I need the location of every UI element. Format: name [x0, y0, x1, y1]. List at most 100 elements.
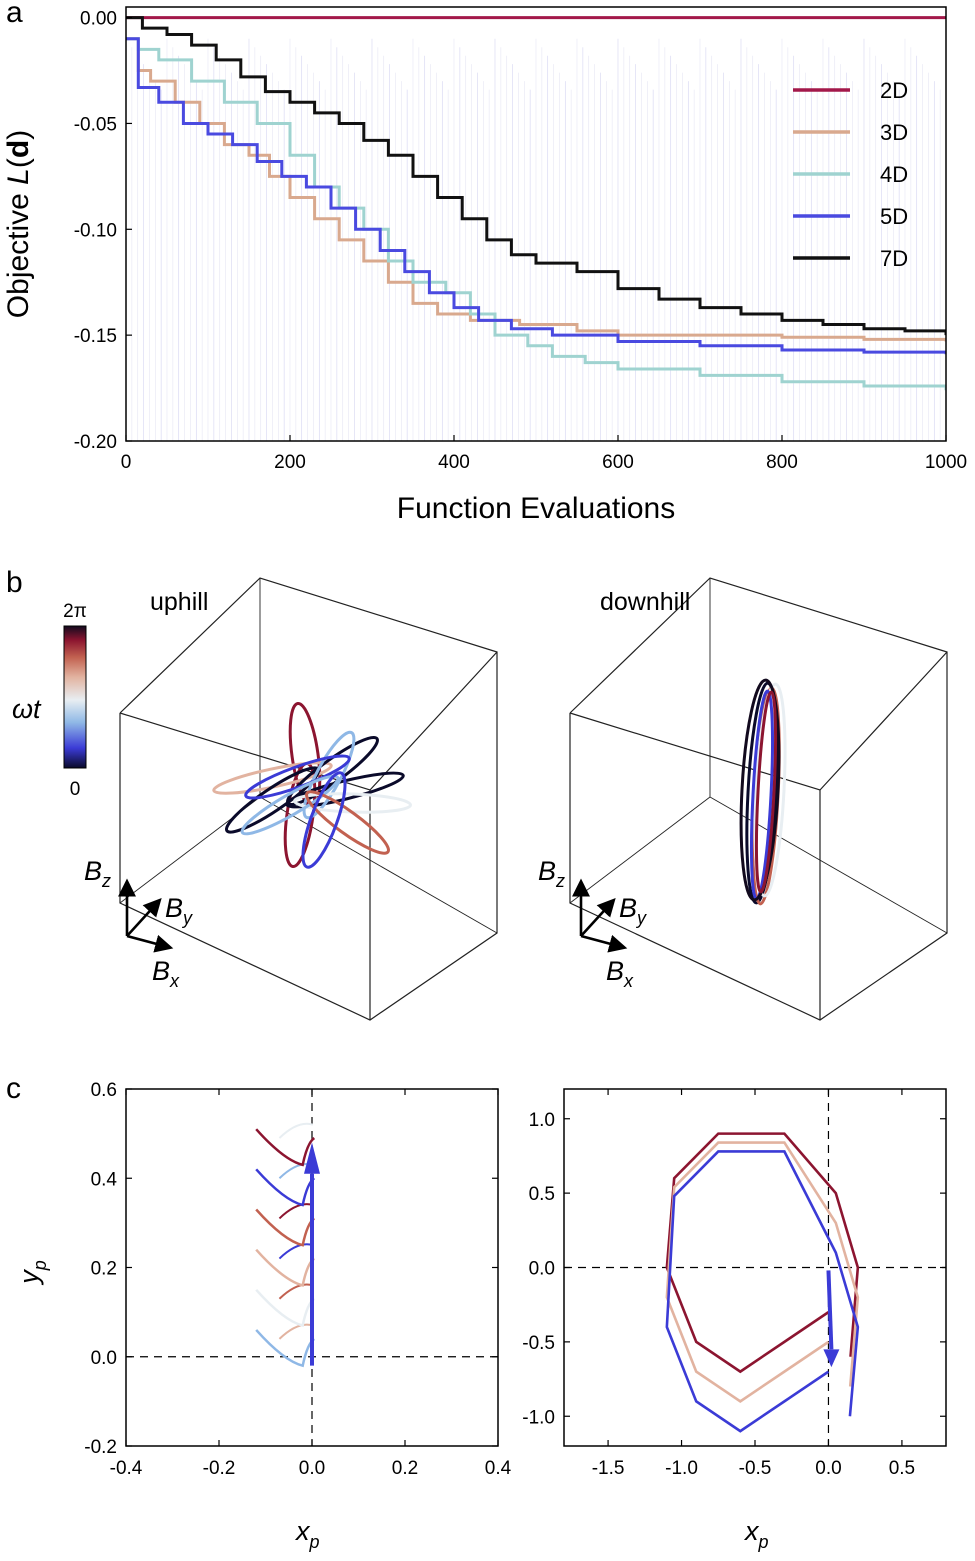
title-uphill: uphill [150, 588, 208, 616]
legend-label-2D: 2D [880, 78, 908, 103]
y-tick-label: 0.0 [529, 1259, 555, 1280]
triad-left-bz: Bz [84, 856, 111, 891]
ticks-c-left: -0.4 -0.2 0.0 0.2 0.4-0.20.00.20.40.6 [84, 1080, 511, 1479]
colorbar-max-label: 2π [63, 601, 87, 622]
y-tick-label: -0.2 [84, 1437, 117, 1458]
trajectory-ring [665, 1141, 860, 1403]
y-label-main: Objective [2, 185, 35, 318]
downhill-loop [739, 678, 781, 902]
title-downhill: downhill [600, 588, 690, 616]
panel-label-a: a [6, 0, 23, 29]
trajectory-cusp [255, 1208, 316, 1247]
y-tick-label: -0.10 [74, 220, 117, 241]
plot-c-right [564, 1089, 946, 1446]
x-tick-label: 200 [274, 452, 306, 473]
y-tick-label: 0.4 [91, 1169, 118, 1190]
trajectory-cusp [255, 1329, 316, 1368]
trajectory-cusp [278, 1283, 314, 1300]
x-axis-label-a: Function Evaluations [397, 492, 676, 525]
y-tick-label: 0.0 [91, 1348, 117, 1369]
x-tick-label: -1.5 [592, 1458, 625, 1479]
downhill-loop [753, 682, 787, 898]
trajectory-cusp [278, 1203, 314, 1220]
series-line-4D [126, 37, 946, 391]
y-tick-label: 0.2 [91, 1259, 117, 1280]
y-axis-label-a: Objective L(d) [2, 130, 35, 318]
uphill-loop [305, 790, 390, 855]
legend-label-7D: 7D [880, 246, 908, 271]
background-traces [126, 38, 941, 441]
x-axis-label-c-right: xp [743, 1516, 769, 1552]
y-tick-label: 0.6 [91, 1080, 117, 1101]
x-tick-label: 0.5 [889, 1458, 915, 1479]
x-tick-label: -0.4 [110, 1458, 143, 1479]
x-tick-label: -0.2 [203, 1458, 236, 1479]
displacement-arrowhead [823, 1349, 840, 1368]
triad-right-bz: Bz [538, 856, 565, 891]
x-tick-label: 600 [602, 452, 634, 473]
x-tick-label: 0.0 [299, 1458, 325, 1479]
y-label-arg: d [2, 140, 35, 158]
displacement-arrow [826, 1270, 834, 1350]
displacement-arrowhead [304, 1142, 320, 1174]
uphill-loop [301, 771, 347, 869]
legend-label-5D: 5D [880, 204, 908, 229]
panel-label-b: b [6, 566, 23, 599]
x-tick-label: 0.4 [485, 1458, 512, 1479]
y-axis-label-c-left: yp [14, 1260, 50, 1286]
trajectory-ring [665, 1150, 860, 1433]
trajectory-ring [665, 1132, 860, 1374]
x-axis-label-c-left: xp [294, 1516, 320, 1552]
x-tick-label: -0.5 [739, 1458, 772, 1479]
trajectory-cusp [255, 1288, 316, 1328]
legend-label-4D: 4D [880, 162, 908, 187]
y-tick-label: -0.05 [74, 114, 117, 135]
colorbar [63, 625, 87, 769]
y-tick-label: -1.0 [522, 1407, 555, 1428]
y-label-open: ( [2, 158, 35, 168]
trajectory-cusp [255, 1248, 316, 1287]
x-tick-label: -1.0 [665, 1458, 698, 1479]
x-tick-label: 0.2 [392, 1458, 418, 1479]
x-tick-label: 400 [438, 452, 470, 473]
uphill-trajectory [212, 701, 412, 869]
colorbar-label: ωt [12, 694, 42, 724]
trajectory-cusp [255, 1128, 316, 1167]
triad-left-by: By [165, 893, 193, 928]
ticks-a: 0 200 400 600 800 1000 0.00 -0.05 -0.10 -0.15 -0.2… [74, 9, 967, 473]
triad-left-bx: Bx [152, 956, 180, 991]
y-label-close: ) [2, 130, 35, 140]
series-group [126, 16, 946, 391]
cube-downhill [569, 577, 948, 1021]
y-tick-label: 0.00 [80, 9, 117, 30]
series-line-7D [126, 16, 946, 336]
series-line-5D [126, 37, 946, 355]
y-tick-label: 1.0 [529, 1110, 555, 1131]
axis-triad-left [117, 878, 174, 953]
y-label-var: L [2, 168, 35, 185]
panel-label-c: c [6, 1072, 21, 1105]
cube-uphill [119, 577, 498, 1021]
legend: 2D 3D 4D 5D 7D [793, 78, 908, 271]
downhill-loop [754, 690, 778, 894]
colorbar-min-label: 0 [70, 779, 81, 800]
x-tick-label: 0.0 [815, 1458, 841, 1479]
trajectory-cusp [278, 1323, 314, 1340]
plot-frame-a [125, 6, 947, 442]
downhill-loop [745, 681, 779, 905]
trajectory-cusp [278, 1122, 314, 1139]
y-tick-label: -0.20 [74, 432, 117, 453]
trajectory-cusp [255, 1168, 316, 1207]
x-tick-label: 0 [121, 452, 132, 473]
legend-label-3D: 3D [880, 120, 908, 145]
y-tick-label: -0.5 [522, 1333, 555, 1354]
plot-c-left [126, 1089, 498, 1446]
y-tick-label: 0.5 [529, 1184, 555, 1205]
axis-triad-right [571, 878, 628, 953]
downhill-trajectory [739, 678, 787, 906]
uphill-loop [302, 730, 356, 820]
y-tick-label: -0.15 [74, 326, 117, 347]
ticks-c-right: -1.5 -1.0 -0.5 0.0 0.5 1.0 0.5 0.0 -0.5 -1.0 [522, 1089, 946, 1479]
triad-right-by: By [619, 893, 647, 928]
